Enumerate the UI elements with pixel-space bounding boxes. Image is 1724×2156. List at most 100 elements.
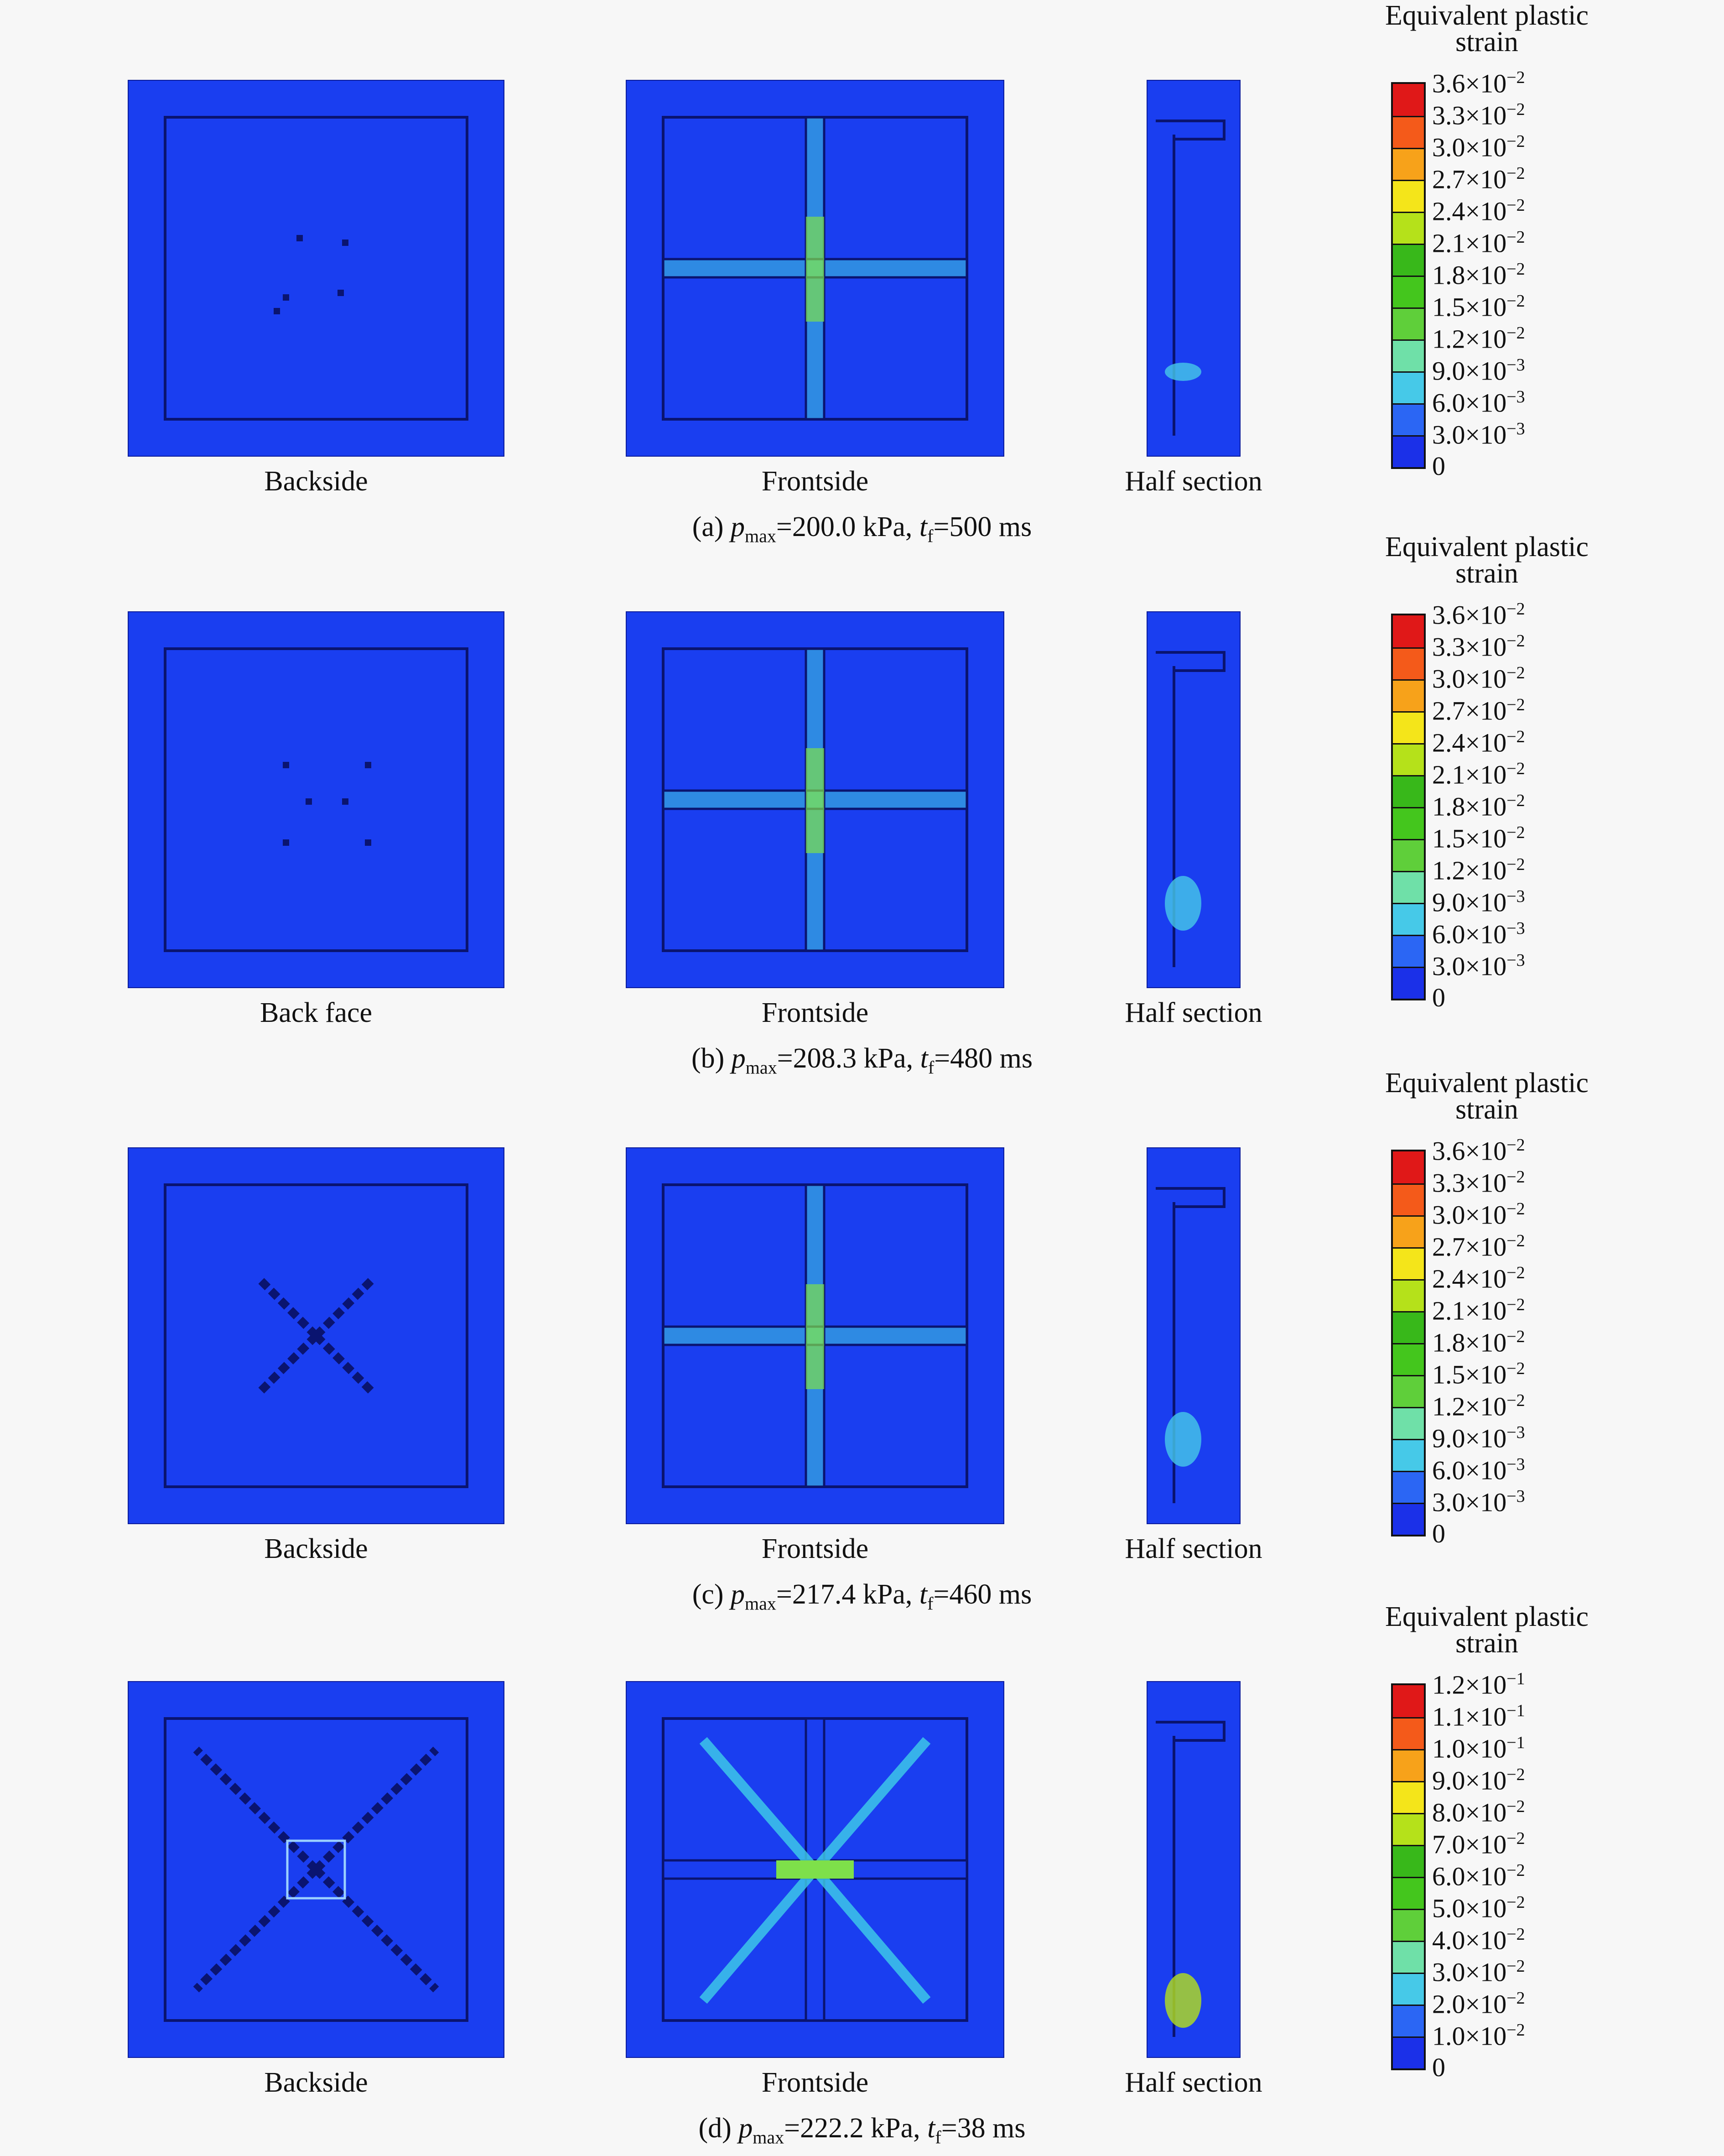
legend-color-segment — [1393, 1471, 1424, 1503]
strain-diagonal — [811, 1866, 931, 2004]
legend-tick-base: 1.2×10 — [1432, 855, 1507, 885]
legend-tick-base: 1.5×10 — [1432, 823, 1507, 854]
legend-tick-exponent: −1 — [1506, 1701, 1525, 1720]
legend-tick-base: 9.0×10 — [1432, 887, 1507, 917]
strain-diagonal — [699, 1737, 819, 1873]
half-section-label: Half section — [1125, 2067, 1262, 2098]
strain-diagonal — [699, 1866, 819, 2004]
frontside-label: Frontside — [761, 997, 869, 1028]
legend-tick-base: 2.1×10 — [1432, 760, 1507, 790]
legend-tick-base: 1.8×10 — [1432, 260, 1507, 290]
legend-color-segment — [1393, 1247, 1424, 1279]
legend-tick-label: 3.3×10−2 — [1432, 631, 1525, 662]
legend-color-segment — [1393, 615, 1424, 647]
legend-tick-base: 1.2×10 — [1432, 1670, 1507, 1700]
half-section-plot-svg — [1156, 1187, 1225, 1503]
legend-color-segment — [1393, 403, 1424, 435]
legend-tick-label: 2.1×10−2 — [1432, 1295, 1525, 1326]
legend-tick-label: 3.6×10−2 — [1432, 1135, 1525, 1166]
legend-tick-exponent: −1 — [1506, 1733, 1525, 1752]
legend-tick-label: 1.2×10−1 — [1432, 1669, 1525, 1700]
legend-tick-base: 2.0×10 — [1432, 1989, 1507, 2019]
legend-tick-exponent: −2 — [1506, 1391, 1525, 1410]
legend-tick-base: 3.3×10 — [1432, 1168, 1507, 1198]
crack-line — [313, 1746, 439, 1873]
legend-title-line1: Equivalent plastic — [1385, 1601, 1589, 1632]
figure-row: Backside Frontside Half section (c) pmax=21… — [0, 1068, 1724, 1614]
caption-p-sub: max — [745, 1593, 776, 1614]
legend-tick-label: 3.6×10−2 — [1432, 68, 1525, 99]
crack-mark — [338, 290, 344, 296]
legend-tick-label: 3.0×10−3 — [1432, 950, 1525, 981]
legend-tick-label: 6.0×10−3 — [1432, 387, 1525, 418]
legend-tick-exponent: −3 — [1506, 919, 1525, 938]
legend-tick-label: 2.1×10−2 — [1432, 227, 1525, 258]
center-crack-box — [286, 1839, 346, 1900]
legend-tick-exponent: −3 — [1506, 1455, 1525, 1474]
legend-tick-label: 1.5×10−2 — [1432, 823, 1525, 854]
legend-tick-label: 8.0×10−2 — [1432, 1797, 1525, 1828]
strain-hotspot — [806, 1284, 824, 1389]
legend-title: Equivalent plastic strain — [1359, 1601, 1615, 1657]
legend-tick-base: 3.3×10 — [1432, 100, 1507, 130]
legend-color-segment — [1393, 1749, 1424, 1781]
legend-tick-base: 2.7×10 — [1432, 164, 1507, 194]
caption-t: t — [920, 1043, 928, 1074]
half-section-plot-svg — [1156, 651, 1225, 967]
legend-tick-label: 3.0×10−2 — [1432, 663, 1525, 694]
legend-tick-label: 1.2×10−2 — [1432, 1390, 1525, 1422]
legend-tick-base: 3.0×10 — [1432, 132, 1507, 162]
legend-color-segment — [1393, 711, 1424, 743]
legend-color-segment — [1393, 1909, 1424, 1941]
legend-title-line1: Equivalent plastic — [1385, 1068, 1589, 1099]
figure-row: Backside Frontside Half section (a) pmax=20… — [0, 0, 1724, 546]
backside-label: Backside — [264, 466, 368, 497]
legend-color-segment — [1393, 1781, 1424, 1813]
legend-color-segment — [1393, 244, 1424, 276]
legend-color-segment — [1393, 1685, 1424, 1717]
legend-tick-exponent: −2 — [1506, 1765, 1525, 1784]
legend-tick-exponent: −2 — [1506, 1167, 1525, 1187]
legend-tick-exponent: −1 — [1506, 1669, 1525, 1688]
half-section-label: Half section — [1125, 1533, 1262, 1564]
legend-tick-label: 3.3×10−2 — [1432, 1167, 1525, 1198]
legend-tick-base: 6.0×10 — [1432, 919, 1507, 949]
half-section-contour-plot — [1147, 1147, 1241, 1524]
legend-tick-base: 1.2×10 — [1432, 324, 1507, 354]
legend-tick-base: 3.0×10 — [1432, 1200, 1507, 1230]
legend-tick-label: 0 — [1432, 1518, 1445, 1549]
legend-tick-label: 1.5×10−2 — [1432, 291, 1525, 322]
legend-color-segment — [1393, 84, 1424, 116]
backside-label: Backside — [264, 2067, 368, 2098]
half-section-label: Half section — [1125, 997, 1262, 1028]
legend-color-segment — [1393, 1375, 1424, 1407]
legend-color-segment — [1393, 1813, 1424, 1845]
legend-tick-base: 3.0×10 — [1432, 664, 1507, 694]
caption-t: t — [927, 2113, 935, 2144]
legend-tick-base: 3.0×10 — [1432, 1957, 1507, 1987]
legend-tick-exponent: −2 — [1506, 1135, 1525, 1155]
legend-title-line2: strain — [1455, 1094, 1518, 1125]
figure-row: Backside Frontside Half section (d) pmax=22… — [0, 1601, 1724, 2147]
half-section-contour-plot — [1147, 80, 1241, 457]
legend-tick-base: 0 — [1432, 1519, 1445, 1548]
legend-title: Equivalent plastic strain — [1359, 533, 1615, 588]
legend-tick-exponent: −3 — [1506, 355, 1525, 375]
legend-color-segment — [1393, 807, 1424, 839]
legend-tick-label: 1.5×10−2 — [1432, 1359, 1525, 1390]
frontside-contour-plot — [626, 80, 1004, 457]
section-flange — [1156, 1721, 1225, 1742]
legend-tick-exponent: −2 — [1506, 68, 1525, 87]
legend-tick-label: 3.0×10−3 — [1432, 1486, 1525, 1517]
legend-tick-exponent: −2 — [1506, 1295, 1525, 1314]
section-flange — [1156, 120, 1225, 141]
legend-color-segment — [1393, 743, 1424, 775]
backside-plot-svg — [164, 1717, 468, 2022]
legend-tick-label: 1.8×10−2 — [1432, 259, 1525, 290]
frontside-plot-svg — [662, 647, 968, 952]
legend-title-line2: strain — [1455, 26, 1518, 57]
legend-color-segment — [1393, 116, 1424, 148]
legend-tick-base: 1.2×10 — [1432, 1391, 1507, 1422]
legend-tick-exponent: −2 — [1506, 727, 1525, 746]
section-flange — [1156, 651, 1225, 672]
